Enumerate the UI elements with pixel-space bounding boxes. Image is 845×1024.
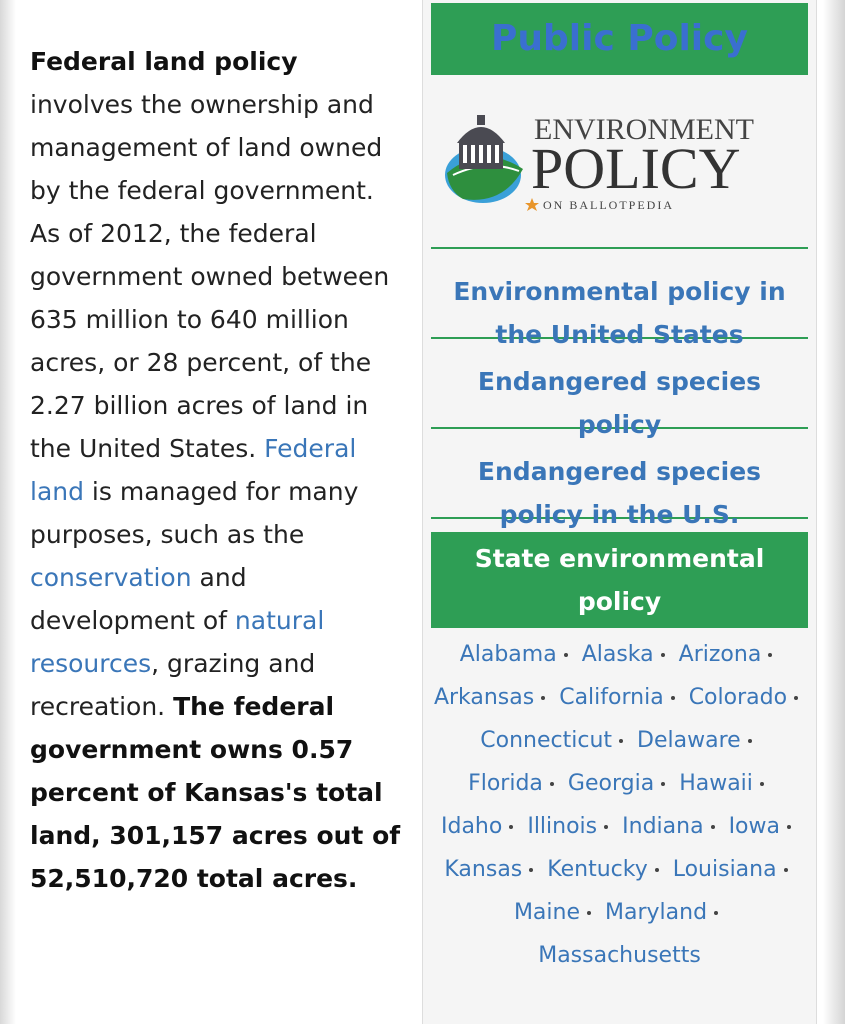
state-link[interactable]: Illinois xyxy=(527,814,615,839)
sidebar-link[interactable]: Endangered species policy xyxy=(431,339,808,439)
bold-text: The federal government owns 0.57 percent… xyxy=(30,692,401,893)
text: and development of xyxy=(30,563,247,635)
logo-line: ON BALLOTPEDIA xyxy=(543,198,674,212)
logo[interactable]: ENVIRONMENT POLICY ON BALLOTPEDIA xyxy=(431,75,808,249)
state-link[interactable]: California xyxy=(559,685,681,710)
state-link[interactable]: Georgia xyxy=(568,771,672,796)
state-link[interactable]: Florida xyxy=(468,771,561,796)
sidebar-link[interactable]: Environmental policy in the United State… xyxy=(431,249,808,349)
state-list: Alabama Alaska Arizona Arkansas Californ… xyxy=(431,633,808,977)
bold-text: Federal land policy xyxy=(30,47,298,76)
state-link[interactable]: Alaska xyxy=(582,642,672,667)
logo-graphic: ENVIRONMENT POLICY ON BALLOTPEDIA xyxy=(445,113,754,212)
logo-line: POLICY xyxy=(531,136,740,201)
sidebar: Public Policy ENVIRONMENT POLICY ON BALL… xyxy=(422,0,817,1024)
state-link[interactable]: Kansas xyxy=(444,857,540,882)
state-link[interactable]: Indiana xyxy=(622,814,721,839)
state-link[interactable]: Maine xyxy=(514,900,598,925)
sidebar-link[interactable]: Endangered species policy in the U.S. xyxy=(431,429,808,529)
state-link[interactable]: Colorado xyxy=(689,685,805,710)
text: is managed for many purposes, such as th… xyxy=(30,477,359,549)
edge-shadow xyxy=(823,0,845,1024)
state-link[interactable]: Idaho xyxy=(441,814,520,839)
section-header: State environmental policy xyxy=(431,532,808,628)
link[interactable]: conservation xyxy=(30,563,192,592)
state-link[interactable]: Alabama xyxy=(460,642,575,667)
state-link[interactable]: Connecticut xyxy=(480,728,630,753)
link[interactable]: natural resources xyxy=(30,606,325,678)
state-link[interactable]: Hawaii xyxy=(679,771,771,796)
state-link[interactable]: Arizona xyxy=(679,642,780,667)
logo-line: ENVIRONMENT xyxy=(534,113,754,146)
state-link[interactable]: Kentucky xyxy=(547,857,665,882)
state-link[interactable]: Louisiana xyxy=(673,857,795,882)
article-text: Federal land policy involves the ownersh… xyxy=(30,40,408,900)
state-link[interactable]: Arkansas xyxy=(434,685,552,710)
state-link[interactable]: Delaware xyxy=(637,728,759,753)
edge-shadow xyxy=(0,0,16,1024)
state-link[interactable]: Massachusetts xyxy=(538,943,701,968)
text: involves the ownership and management of… xyxy=(30,90,390,463)
sidebar-header: Public Policy xyxy=(431,3,808,75)
link[interactable]: Federal land xyxy=(30,434,357,506)
state-link[interactable]: Iowa xyxy=(729,814,798,839)
text: , grazing and recreation. xyxy=(30,649,316,721)
state-link[interactable]: Maryland xyxy=(605,900,725,925)
